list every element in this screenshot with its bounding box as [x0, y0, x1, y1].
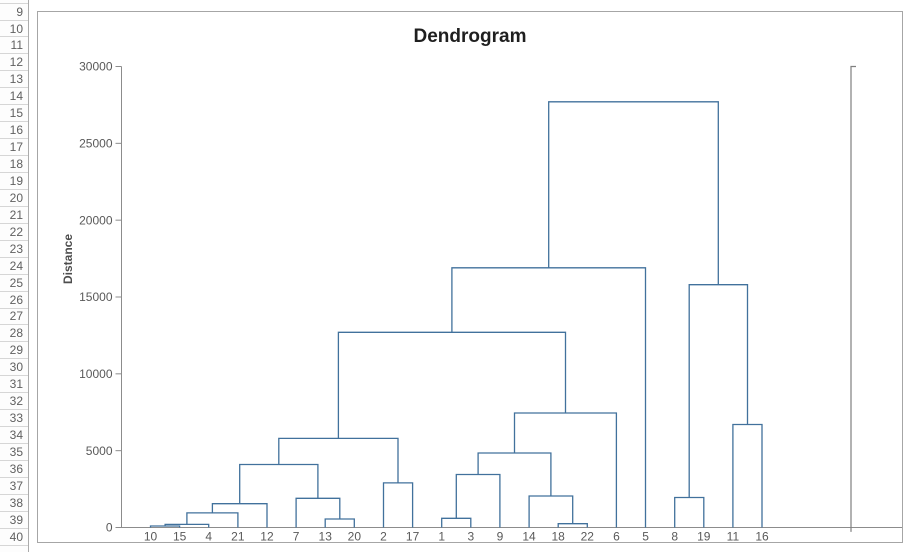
- x-leaf-label: 12: [260, 530, 274, 543]
- dendrogram-lines: [149, 101, 763, 528]
- y-tick-label: 15000: [79, 290, 113, 304]
- row-header-39[interactable]: 39: [0, 510, 28, 528]
- y-tick-label: 0: [106, 521, 113, 535]
- x-leaf-label: 15: [173, 530, 187, 543]
- row-header-19[interactable]: 19: [0, 172, 28, 189]
- x-leaf-label: 8: [671, 530, 678, 543]
- row-header-33[interactable]: 33: [0, 409, 28, 426]
- row-header-34[interactable]: 34: [0, 426, 28, 443]
- row-header-24[interactable]: 24: [0, 256, 28, 274]
- row-header-9[interactable]: 9: [0, 2, 28, 20]
- x-leaf-label: 1: [438, 530, 445, 543]
- y-tick-label: 20000: [79, 213, 113, 227]
- row-header-30[interactable]: 30: [0, 358, 28, 375]
- row-header-12[interactable]: 12: [0, 53, 28, 70]
- x-leaf-label: 22: [581, 530, 595, 543]
- x-leaf-label: 3: [467, 530, 474, 543]
- row-header-25[interactable]: 25: [0, 273, 28, 291]
- row-header-27[interactable]: 27: [0, 307, 28, 325]
- x-leaf-label: 18: [552, 530, 566, 543]
- x-leaf-label: 17: [406, 530, 420, 543]
- row-header-31[interactable]: 31: [0, 375, 28, 392]
- row-header-26[interactable]: 26: [0, 290, 28, 308]
- x-leaf-label: 10: [144, 530, 158, 543]
- dendrogram-path: [149, 101, 763, 528]
- x-leaf-label: 20: [348, 530, 362, 543]
- x-leaf-label: 14: [522, 530, 536, 543]
- row-header-29[interactable]: 29: [0, 341, 28, 358]
- row-header-18[interactable]: 18: [0, 155, 28, 172]
- row-header-23[interactable]: 23: [0, 239, 28, 257]
- x-leaf-label: 21: [231, 530, 245, 543]
- x-leaf-label: 9: [497, 530, 504, 543]
- row-header-17[interactable]: 17: [0, 138, 28, 155]
- chart-title: Dendrogram: [413, 26, 527, 47]
- row-header-40[interactable]: 40: [0, 527, 28, 545]
- row-header-10[interactable]: 10: [0, 19, 28, 37]
- row-header-22[interactable]: 22: [0, 222, 28, 240]
- reference-line-path: [850, 65, 856, 532]
- x-leaf-label: 13: [319, 530, 333, 543]
- y-axis: 0 5000 10000 15000 20000 25000 30000: [79, 60, 122, 535]
- row-header-13[interactable]: 13: [0, 70, 28, 87]
- row-header-16[interactable]: 16: [0, 121, 28, 138]
- row-header-35[interactable]: 35: [0, 443, 28, 460]
- x-leaf-label: 16: [755, 530, 769, 543]
- x-leaf-label: 11: [727, 530, 740, 543]
- x-leaf-label: 2: [380, 530, 387, 543]
- reference-line: [850, 65, 856, 532]
- chart-area[interactable]: Dendrogram Distance 0 5000 10000 15000 20000…: [37, 11, 903, 543]
- excel-row-headers[interactable]: 9 10 11 12 13 14 15 16 17 18 19 20 21 22 23 24 25 26 27 28 2…: [0, 0, 29, 552]
- row-header-32[interactable]: 32: [0, 392, 28, 409]
- row-header-37[interactable]: 37: [0, 476, 28, 494]
- row-header-21[interactable]: 21: [0, 205, 28, 223]
- x-leaf-label: 19: [697, 530, 711, 543]
- y-tick-label: 5000: [86, 444, 113, 458]
- x-leaf-label: 4: [205, 530, 212, 543]
- x-leaf-label: 7: [293, 530, 300, 543]
- row-header-14[interactable]: 14: [0, 87, 28, 104]
- y-tick-label: 30000: [79, 60, 113, 74]
- y-tick-label: 10000: [79, 367, 113, 381]
- row-header-20[interactable]: 20: [0, 188, 28, 206]
- row-header-36[interactable]: 36: [0, 459, 28, 477]
- row-header-38[interactable]: 38: [0, 493, 28, 511]
- x-axis: 10 15 4 21 12 7 13 20 2 17 1 3 9 14 18 22 6 5 8 19 11 16: [121, 527, 902, 543]
- row-header-partial: [0, 544, 28, 553]
- row-header-15[interactable]: 15: [0, 104, 28, 121]
- y-tick-label: 25000: [79, 137, 113, 151]
- x-leaf-label: 6: [613, 530, 620, 543]
- row-header-28[interactable]: 28: [0, 324, 28, 341]
- x-leaf-label: 5: [642, 530, 649, 543]
- row-header-11[interactable]: 11: [0, 36, 28, 53]
